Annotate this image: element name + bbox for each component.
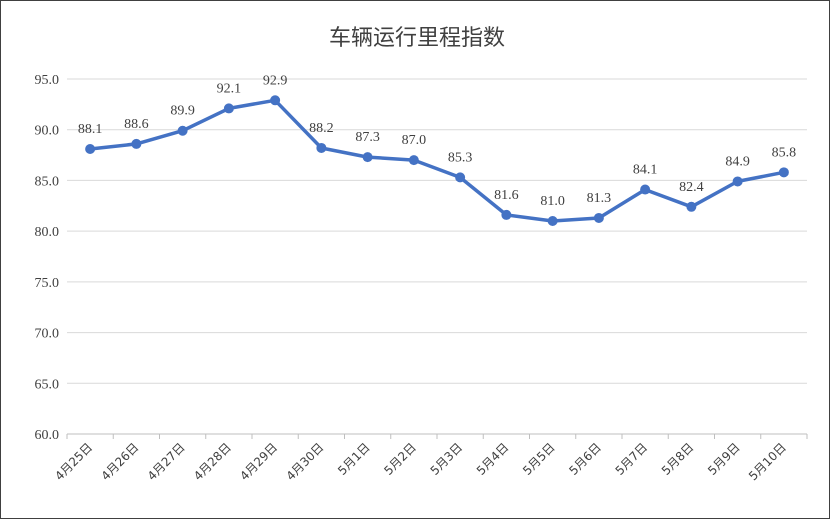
data-point <box>547 216 558 226</box>
x-tick-label: 4月28日 <box>191 440 234 483</box>
data-label: 81.6 <box>494 188 519 203</box>
data-label: 87.3 <box>355 130 380 145</box>
x-tick-label: 4月27日 <box>145 440 188 483</box>
data-point <box>316 142 327 153</box>
data-label: 88.2 <box>309 121 334 136</box>
data-label: 81.0 <box>540 194 565 209</box>
x-tick-label: 4月26日 <box>98 440 141 483</box>
x-tick-label: 5月1日 <box>335 440 373 478</box>
y-tick-label: 95.0 <box>35 73 60 88</box>
data-point <box>593 212 604 223</box>
y-tick-label: 70.0 <box>35 327 60 342</box>
x-tick-label: 4月29日 <box>237 440 280 483</box>
y-tick-label: 75.0 <box>35 276 60 291</box>
data-point <box>362 152 373 163</box>
data-label: 87.0 <box>402 133 427 148</box>
series-mileage-index <box>85 95 789 226</box>
data-label: 84.9 <box>725 154 750 169</box>
y-axis-ticks: 60.0 65.0 70.0 75.0 80.0 85.0 90.0 95.0 <box>35 73 60 443</box>
data-point <box>778 167 789 178</box>
data-point <box>732 176 743 187</box>
y-tick-label: 80.0 <box>35 225 60 240</box>
x-tick-label: 5月2日 <box>381 440 419 478</box>
data-point <box>223 103 234 114</box>
data-label: 92.9 <box>263 73 288 88</box>
x-tick-label: 5月7日 <box>613 440 651 478</box>
data-label: 92.1 <box>217 81 242 96</box>
x-axis-ticks: 4月25日 4月26日 4月27日 4月28日 4月29日 4月30日 5月1日 5月2日 5月… <box>52 440 789 483</box>
x-tick-label: 5月6日 <box>566 440 604 478</box>
data-label: 81.3 <box>587 191 612 206</box>
x-tick-label: 5月3日 <box>428 440 466 478</box>
data-point <box>640 184 651 195</box>
series-line <box>88 98 786 223</box>
gridlines <box>67 78 807 384</box>
data-point <box>408 155 419 166</box>
x-tick-label: 5月4日 <box>474 440 512 478</box>
data-point <box>501 209 512 220</box>
x-tick-label: 4月30日 <box>283 440 326 483</box>
data-label: 88.6 <box>124 117 149 132</box>
y-tick-label: 90.0 <box>35 124 60 139</box>
x-tick-label: 5月5日 <box>520 440 558 478</box>
data-point <box>270 95 281 106</box>
data-point <box>177 125 188 136</box>
x-tick-label: 4月25日 <box>52 440 95 483</box>
chart-title: 车辆运行里程指数 <box>329 26 505 51</box>
x-tick-label: 5月9日 <box>705 440 743 478</box>
data-point <box>686 201 697 212</box>
data-label: 88.1 <box>78 122 103 137</box>
y-tick-label: 85.0 <box>35 174 60 189</box>
data-label: 89.9 <box>170 104 195 119</box>
y-tick-label: 65.0 <box>35 377 60 392</box>
data-label: 82.4 <box>679 180 704 195</box>
data-label: 85.8 <box>772 145 797 160</box>
data-point <box>455 172 466 183</box>
data-label: 84.1 <box>633 163 658 178</box>
data-point <box>85 143 96 154</box>
data-point <box>131 138 142 149</box>
x-tick-label: 5月8日 <box>659 440 697 478</box>
x-axis <box>66 433 808 439</box>
x-tick-label: 5月10日 <box>746 440 789 483</box>
data-labels: 88.1 88.6 89.9 92.1 92.9 88.2 87.3 87.0 85.3 81.6… <box>78 73 796 209</box>
data-label: 85.3 <box>448 150 473 165</box>
y-tick-label: 60.0 <box>35 428 60 443</box>
